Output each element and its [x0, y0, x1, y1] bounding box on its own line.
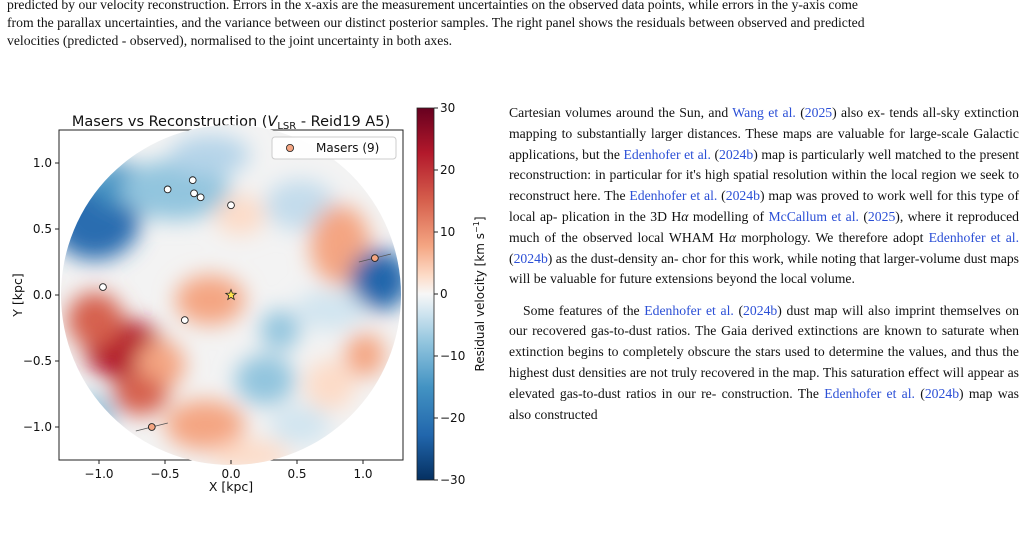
colorbar-tick-label: −10: [440, 349, 465, 363]
caption-line-1: predicted by our velocity reconstruction…: [7, 0, 859, 12]
maser-point: [147, 423, 156, 431]
legend-label: Masers (9): [316, 141, 379, 155]
y-tick-label: 1.0: [33, 156, 52, 170]
citation-year-link[interactable]: 2024b: [719, 146, 754, 162]
x-tick-label: 0.0: [221, 467, 240, 481]
figure-caption: predicted by our velocity reconstruction…: [7, 0, 1019, 50]
legend: Masers (9): [271, 136, 397, 160]
maser-point: [371, 254, 379, 262]
colorbar-label: Residual velocity [km s−1]: [472, 216, 487, 371]
colorbar-tick-label: 20: [440, 163, 455, 177]
residual-heatmap-disc: [61, 125, 401, 465]
y-tick-label: −1.0: [23, 420, 52, 434]
x-tick-label: 1.0: [353, 467, 372, 481]
citation-link[interactable]: McCallum et al.: [768, 208, 859, 224]
body-paragraph-2: Some features of the Edenhofer et al. (2…: [509, 302, 1020, 422]
y-tick-labels: 1.0 0.5 0.0 −0.5 −1.0: [23, 156, 52, 434]
maser-point: [227, 201, 235, 210]
x-tick-label: −0.5: [150, 467, 179, 481]
legend-maser-icon: [285, 144, 294, 153]
sun-star-marker: [224, 288, 238, 301]
citation-link[interactable]: Edenhofer et al.: [623, 146, 711, 162]
maser-markers: [99, 176, 391, 432]
y-axis-label: Y [kpc]: [10, 273, 25, 317]
colorbar-tick-label: 30: [440, 101, 455, 115]
y-tick-label: 0.0: [33, 288, 52, 302]
maser-residual-figure: Masers vs Reconstruction (VLSR - Reid19 …: [10, 101, 487, 494]
maser-point: [196, 193, 205, 202]
citation-year-link[interactable]: 2025: [804, 105, 833, 120]
x-tick-labels: −1.0 −0.5 0.0 0.5 1.0: [84, 467, 372, 481]
citation-link[interactable]: Edenhofer: [629, 188, 687, 204]
body-text-column: Cartesian volumes around the Sun, and Wa…: [509, 103, 1019, 425]
citation-year-link[interactable]: 2024b: [924, 385, 960, 401]
maser-point: [190, 189, 198, 198]
colorbar-tick-label: 0: [440, 287, 448, 301]
caption-line-2: from the parallax uncertainties, and the…: [7, 15, 865, 30]
citation-link[interactable]: Edenhofer et al.: [928, 229, 1019, 245]
maser-point: [163, 185, 172, 194]
body-paragraph-1: Cartesian volumes around the Sun, and Wa…: [509, 105, 1020, 287]
maser-point: [188, 176, 197, 185]
legend-box: [271, 136, 397, 160]
citation-link[interactable]: et al.: [690, 188, 718, 204]
x-tick-label: 0.5: [287, 467, 306, 481]
x-axis-ticks: [98, 460, 364, 464]
colorbar: [416, 107, 435, 481]
caption-line-3: velocities (predicted - observed), norma…: [7, 33, 453, 48]
plot-title: Masers vs Reconstruction (VLSR - Reid19 …: [72, 114, 390, 132]
colorbar-tick-labels: 30 20 10 0 −10 −20 −30: [440, 101, 465, 487]
colorbar-tick-label: −30: [440, 473, 465, 487]
citation-link[interactable]: Edenhofer et al.: [824, 385, 915, 401]
citation-year-link[interactable]: 2025: [867, 208, 896, 224]
maser-point: [99, 283, 107, 291]
x-axis-label: X [kpc]: [209, 479, 253, 494]
y-tick-label: −0.5: [23, 354, 52, 368]
y-tick-label: 0.5: [33, 222, 52, 236]
citation-year-link[interactable]: 2024b: [743, 302, 778, 318]
maser-point: [180, 316, 189, 324]
x-tick-label: −1.0: [84, 467, 113, 481]
colorbar-tick-label: −20: [440, 411, 465, 425]
citation-year-link[interactable]: 2024b: [513, 250, 548, 266]
citation-link[interactable]: Edenhofer et al.: [644, 302, 734, 318]
citation-link[interactable]: Wang et al.: [732, 105, 796, 120]
y-axis-ticks: [55, 162, 59, 428]
colorbar-tick-label: 10: [440, 225, 455, 239]
colorbar-ticks: [434, 107, 438, 481]
citation-year-link[interactable]: 2024b: [725, 188, 760, 204]
